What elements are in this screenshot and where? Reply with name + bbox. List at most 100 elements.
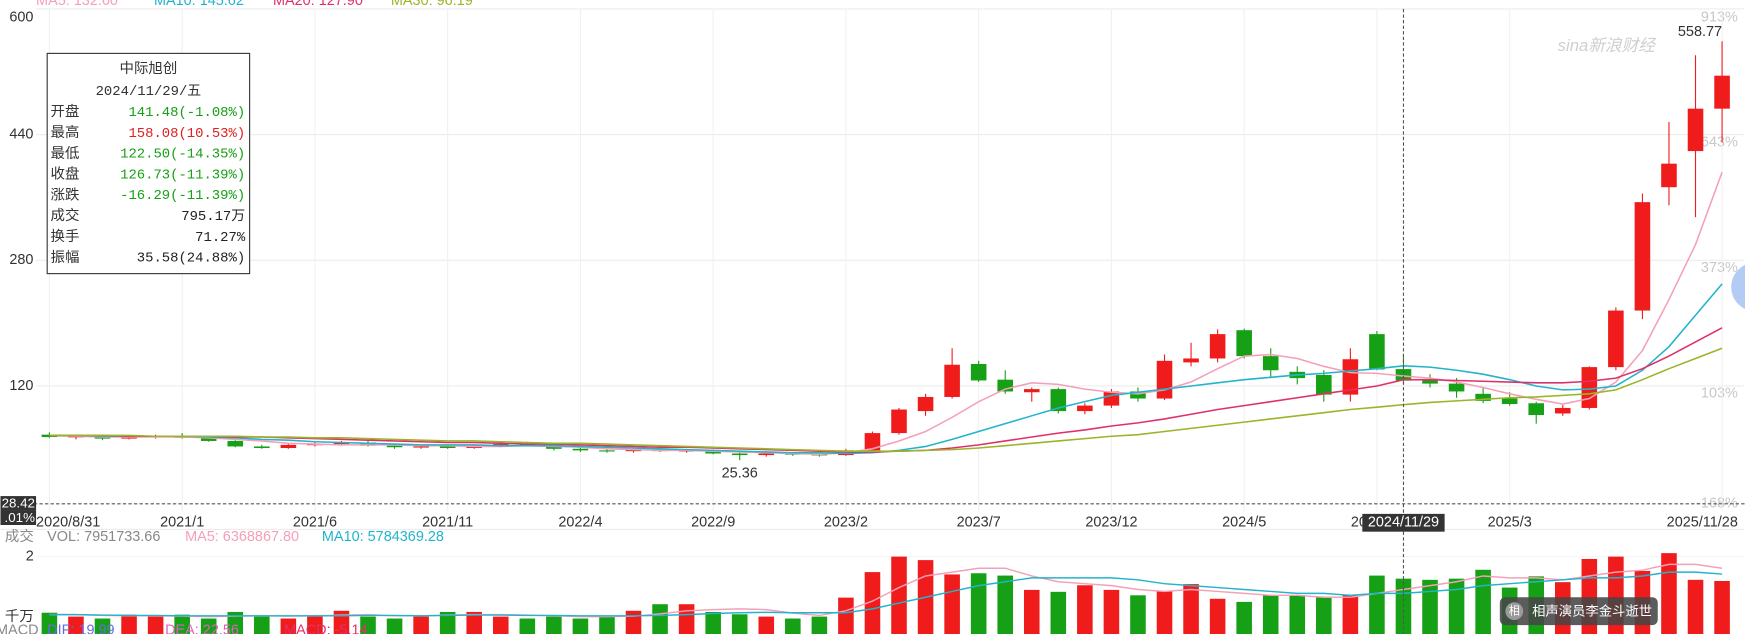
y2-tick-label: 373% (1701, 260, 1738, 276)
legend-entry: MA5: 6368867.80 (185, 529, 299, 545)
candle-body (439, 446, 456, 449)
crosshair-date-bg (1362, 513, 1445, 532)
y-tick-label: 440 (9, 126, 33, 142)
side-button[interactable] (1731, 262, 1745, 311)
y-tick-label: 600 (9, 10, 33, 26)
candle-body (1714, 75, 1730, 109)
volume-bar (1687, 579, 1704, 634)
y-unit: 千万 (5, 608, 34, 625)
x-tick-label: 2025/11/28 (1667, 515, 1738, 531)
volume-bar (1342, 595, 1359, 634)
candle-body (572, 448, 589, 451)
candle-body (1687, 108, 1704, 152)
volume-bar (360, 616, 376, 634)
volume-bar (1077, 585, 1093, 634)
candle-body (1501, 398, 1518, 405)
candle-body (1369, 334, 1385, 370)
info-label: 换手 (51, 228, 80, 245)
x-tick-label: 2023/12 (1085, 515, 1137, 531)
volume-bar (280, 618, 297, 634)
volume-bar (68, 616, 84, 634)
y-tick-label: 2 (26, 548, 34, 564)
legend-entry: MA10: 145.62 (154, 0, 244, 9)
volume-bar (174, 614, 190, 634)
candle-body (1262, 356, 1279, 371)
info-value: 126.73(-11.39%) (120, 167, 245, 183)
candle-body (1581, 367, 1598, 408)
volume-bar (838, 597, 854, 634)
candle-body (1209, 334, 1226, 359)
candle-body (1342, 359, 1359, 395)
crosshair-change: .01% (5, 510, 36, 525)
volume-bar (891, 556, 907, 634)
x-tick-label: 2023/2 (824, 515, 868, 531)
volume-bar (41, 612, 58, 634)
candle-body (1103, 391, 1120, 406)
volume-bar (1422, 579, 1438, 634)
crosshair-change-bg (0, 510, 37, 525)
candle-body (1316, 374, 1332, 395)
info-label: 成交 (51, 206, 80, 224)
x-tick-label: 2025/3 (1488, 515, 1532, 531)
volume-bar (413, 616, 429, 634)
volume-bar (1209, 598, 1226, 634)
candle-body (1183, 358, 1199, 363)
info-value: 141.48(-1.08%) (128, 105, 245, 121)
candle-body (1634, 202, 1651, 311)
info-label: 收盘 (51, 165, 80, 183)
info-date: 2024/11/29/五 (96, 84, 202, 100)
volume-bar (546, 616, 562, 634)
candle-body (864, 433, 881, 451)
volume-bar (1103, 589, 1120, 634)
macd-title: MACD (0, 622, 39, 634)
info-value: 795.17万 (181, 209, 245, 225)
candle-body (333, 442, 350, 445)
volume-bar (1475, 569, 1491, 634)
info-label: 开盘 (51, 102, 80, 120)
info-label: 最高 (51, 124, 80, 141)
y2-tick-label: 103% (1701, 386, 1738, 402)
min-label: 25.36 (722, 465, 758, 481)
candle-body (1050, 389, 1067, 412)
panel-title: 成交 (5, 527, 34, 545)
crosshair-price-bg (0, 496, 37, 511)
candle-body (1236, 330, 1252, 357)
candle-body (1528, 403, 1545, 416)
info-label: 振幅 (51, 249, 80, 266)
news-text[interactable]: 相声演员李金斗逝世 (1532, 603, 1652, 618)
volume-bar (1262, 595, 1279, 634)
candle-body (731, 453, 748, 456)
volume-bar (1448, 578, 1465, 634)
candle-body (917, 396, 934, 412)
volume-bar (785, 618, 801, 634)
volume-bar (758, 616, 775, 634)
volume-bar (254, 616, 270, 634)
volume-bar (1289, 595, 1306, 634)
candle-body (970, 363, 987, 381)
legend-entry: VOL: 7951733.66 (47, 529, 160, 545)
watermark: sina新浪财经 (1558, 36, 1658, 55)
volume-bar (572, 618, 589, 634)
x-tick-label: 2022/9 (691, 515, 735, 531)
volume-bar (678, 604, 695, 634)
candle-body (758, 453, 775, 456)
candle-body (413, 446, 429, 448)
candle-body (1661, 163, 1677, 188)
candle-body (1130, 391, 1146, 399)
x-tick-label: 2023/7 (957, 515, 1001, 531)
volume-bar (492, 616, 509, 634)
candle-body (254, 446, 270, 449)
crosshair-price: 28.42 (2, 495, 35, 510)
candle-body (360, 442, 376, 446)
news-toast[interactable] (1499, 597, 1658, 626)
y-tick-label: 120 (9, 378, 33, 394)
marks (41, 41, 1730, 634)
volume-bar (121, 614, 137, 634)
candle-body (944, 364, 960, 397)
y2-tick-label: -168% (1696, 496, 1738, 512)
volume-bar (94, 618, 111, 634)
legend-entry: MA20: 127.90 (273, 0, 363, 9)
